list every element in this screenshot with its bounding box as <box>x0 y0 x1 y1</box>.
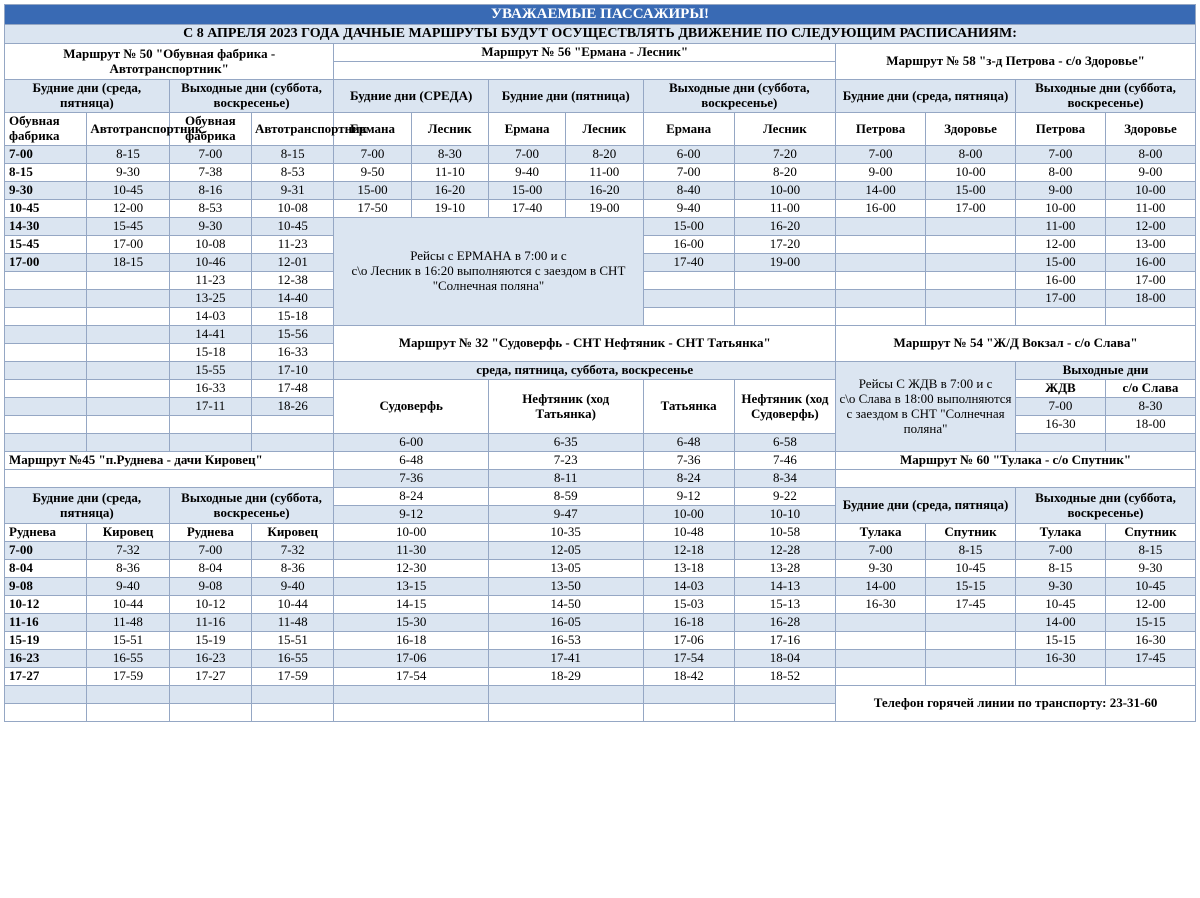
route-32-title: Маршрут № 32 "Судоверфь - СНТ Нефтяник -… <box>334 326 836 362</box>
route-50-title: Маршрут № 50 "Обувная фабрика - Автотран… <box>5 44 334 80</box>
route-58-title: Маршрут № 58 "з-д Петрова - с/о Здоровье… <box>836 44 1196 80</box>
subtitle: С 8 АПРЕЛЯ 2023 ГОДА ДАЧНЫЕ МАРШРУТЫ БУД… <box>5 25 1196 44</box>
route-45-title: Маршрут №45 "п.Руднева - дачи Кировец" <box>5 452 334 470</box>
route-60-title: Маршрут № 60 "Тулака - с/о Спутник" <box>836 452 1196 470</box>
note-54: Рейсы С ЖДВ в 7:00 и с с\о Слава в 18:00… <box>836 362 1016 452</box>
page-title: УВАЖАЕМЫЕ ПАССАЖИРЫ! <box>5 5 1196 25</box>
note-56: Рейсы с ЕРМАНА в 7:00 и с с\о Лесник в 1… <box>334 218 643 326</box>
hotline: Телефон горячей линии по транспорту: 23-… <box>836 686 1196 722</box>
route-56-title: Маршрут № 56 "Ермана - Лесник" <box>334 44 836 62</box>
schedule-table: УВАЖАЕМЫЕ ПАССАЖИРЫ! С 8 АПРЕЛЯ 2023 ГОД… <box>4 4 1196 722</box>
route-54-title: Маршрут № 54 "Ж/Д Вокзал - с/о Слава" <box>836 326 1196 362</box>
